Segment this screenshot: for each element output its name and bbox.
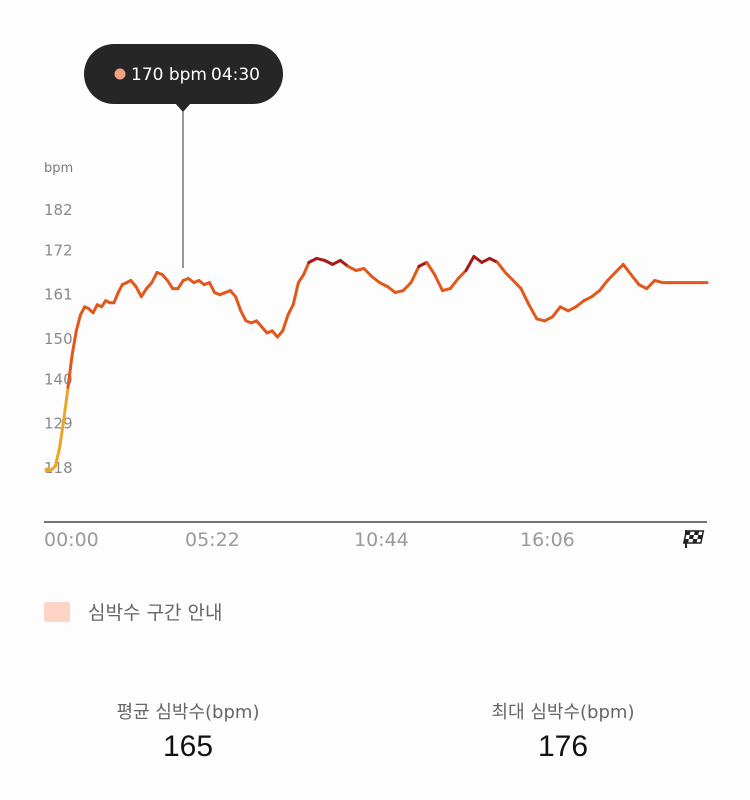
line-segment xyxy=(66,353,74,389)
line-segment xyxy=(527,303,539,321)
line-segment xyxy=(338,258,350,268)
y-axis-label: bpm xyxy=(44,161,73,176)
line-segment xyxy=(53,446,62,468)
tooltip-bpm: 170 bpm xyxy=(131,65,207,85)
line-segment xyxy=(433,273,444,293)
x-axis-ticks: 00:00 05:22 10:44 16:06 xyxy=(44,529,575,551)
line-segment xyxy=(519,287,531,307)
line-segment xyxy=(401,281,413,293)
line-segment xyxy=(472,254,484,264)
flag-check xyxy=(688,535,695,539)
line-segment xyxy=(386,285,397,295)
line-segment xyxy=(425,260,437,276)
line-segment xyxy=(598,279,609,293)
line-segment xyxy=(302,260,311,276)
line-segment xyxy=(91,303,99,315)
line-segment xyxy=(139,287,148,299)
line-segment xyxy=(464,254,476,272)
x-tick-label: 05:22 xyxy=(185,529,240,551)
line-segment xyxy=(116,283,124,295)
average-heart-rate: 평균 심박수(bpm) 165 xyxy=(68,698,308,764)
line-segment xyxy=(296,273,306,285)
line-segment xyxy=(409,264,421,285)
line-segment xyxy=(613,262,625,274)
line-segment xyxy=(456,269,468,280)
y-tick-label: 129 xyxy=(44,415,73,433)
line-segment xyxy=(207,281,217,295)
line-segment xyxy=(134,285,143,299)
line-segment xyxy=(362,267,374,278)
max-heart-rate-label: 최대 심박수(bpm) xyxy=(491,702,635,723)
checkered-flag-icon xyxy=(682,530,705,548)
line-segment xyxy=(79,305,87,317)
tooltip: 170 bpm 04:30 xyxy=(84,44,283,268)
heart-rate-chart[interactable]: bpm 182 172 161 150 140 129 118 00:00 05:22 10:4… xyxy=(0,0,750,580)
line-segment xyxy=(496,260,507,274)
line-segment xyxy=(281,313,290,333)
line-segment xyxy=(621,262,633,276)
line-segment xyxy=(606,271,617,282)
flag-check xyxy=(694,531,700,535)
line-segment xyxy=(150,271,159,285)
line-segment xyxy=(503,271,515,282)
line-segment xyxy=(286,303,295,317)
line-segment xyxy=(590,289,602,299)
tooltip-time: 04:30 xyxy=(211,65,260,85)
y-tick-label: 182 xyxy=(44,201,73,219)
flag-check xyxy=(692,539,698,543)
line-segment xyxy=(166,279,175,291)
line-segment xyxy=(370,275,382,285)
max-heart-rate-value: 176 xyxy=(537,730,589,763)
y-tick-label: 150 xyxy=(44,330,73,348)
tooltip-arrow xyxy=(175,103,191,112)
data-point xyxy=(44,467,50,473)
line-segment xyxy=(176,279,185,291)
average-heart-rate-label: 평균 심박수(bpm) xyxy=(116,702,260,723)
line-segment xyxy=(645,279,657,291)
average-heart-rate-value: 165 xyxy=(162,730,214,763)
flag-check xyxy=(683,539,689,543)
line-segment xyxy=(291,281,300,307)
legend[interactable]: 심박수 구간 안내 xyxy=(44,598,222,625)
y-tick-label: 172 xyxy=(44,241,73,259)
heart-rate-line xyxy=(44,254,709,473)
line-segment xyxy=(58,418,66,450)
x-tick-label: 00:00 xyxy=(44,529,99,551)
line-segment xyxy=(511,279,523,291)
line-segment xyxy=(234,295,243,313)
heart-rate-zone-guide-link[interactable]: 심박수 구간 안내 xyxy=(88,602,223,624)
max-heart-rate: 최대 심박수(bpm) 176 xyxy=(443,698,683,764)
line-segment xyxy=(70,329,78,357)
line-segment xyxy=(239,309,248,323)
line-segment xyxy=(112,291,120,305)
line-segment xyxy=(551,305,562,319)
line-segment xyxy=(448,277,460,291)
tooltip-bubble xyxy=(84,44,283,104)
legend-swatch xyxy=(44,601,70,622)
y-tick-label: 118 xyxy=(44,459,73,477)
line-segment xyxy=(74,313,82,333)
line-segment xyxy=(62,385,70,422)
y-tick-label: 140 xyxy=(44,370,73,388)
y-axis-ticks: 182 172 161 150 140 129 118 xyxy=(44,201,73,477)
line-segment xyxy=(574,299,586,309)
y-tick-label: 161 xyxy=(44,286,73,304)
x-tick-label: 10:44 xyxy=(354,529,409,551)
flag-check xyxy=(697,535,703,539)
x-tick-label: 16:06 xyxy=(520,529,575,551)
line-segment xyxy=(629,273,641,287)
tooltip-dot xyxy=(114,68,126,80)
flag-check xyxy=(685,531,691,535)
